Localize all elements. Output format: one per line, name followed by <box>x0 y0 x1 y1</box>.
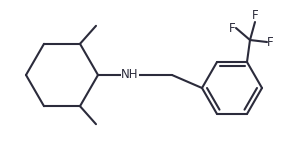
Text: F: F <box>229 21 236 34</box>
Text: F: F <box>267 36 274 48</box>
Text: NH: NH <box>121 69 138 81</box>
Text: F: F <box>252 9 258 22</box>
